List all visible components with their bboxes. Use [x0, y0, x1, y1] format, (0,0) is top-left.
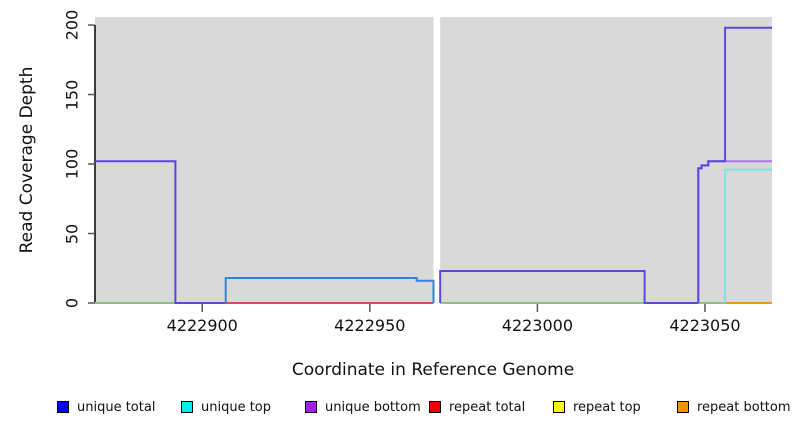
legend-swatch-icon [57, 401, 69, 413]
series-unique-top [724, 168, 772, 303]
legend-label: repeat total [449, 399, 526, 415]
y-tick-label: 100 [62, 148, 82, 180]
legend-item: repeat bottom [677, 399, 791, 415]
legend-label: unique total [77, 399, 156, 415]
x-axis-title: Coordinate in Reference Genome [291, 360, 575, 380]
y-tick-label: 50 [62, 223, 82, 244]
y-tick-label: 200 [62, 9, 82, 41]
legend-label: unique top [201, 399, 272, 415]
x-tick-label: 4223000 [501, 316, 574, 335]
coverage-gap-region [433, 17, 441, 303]
legend-item: repeat total [429, 399, 526, 415]
y-axis-title: Read Coverage Depth [17, 66, 37, 254]
x-tick-label: 4222950 [334, 316, 406, 335]
legend-swatch-icon [305, 401, 317, 413]
legend-swatch-icon [553, 401, 565, 413]
legend-swatch-icon [181, 401, 193, 413]
series-unique-total-left [95, 160, 226, 304]
series-unique-total-mid-right [439, 270, 699, 304]
legend-label: repeat bottom [697, 399, 791, 415]
series-unique-total-mid-left [224, 277, 435, 303]
y-tick-label: 150 [62, 79, 82, 110]
legend-label: unique bottom [325, 399, 421, 415]
legend-item: unique top [181, 399, 272, 415]
legend-label: repeat top [573, 399, 641, 415]
series-unique-total-right [697, 26, 772, 303]
x-tick-label: 4223050 [669, 316, 741, 335]
legend-swatch-icon [429, 401, 441, 413]
legend-item: unique total [57, 399, 156, 415]
x-tick-label: 4222900 [166, 316, 238, 335]
legend-item: repeat top [553, 399, 641, 415]
y-tick-label: 0 [62, 297, 82, 309]
legend-swatch-icon [677, 401, 689, 413]
legend-item: unique bottom [305, 399, 421, 415]
